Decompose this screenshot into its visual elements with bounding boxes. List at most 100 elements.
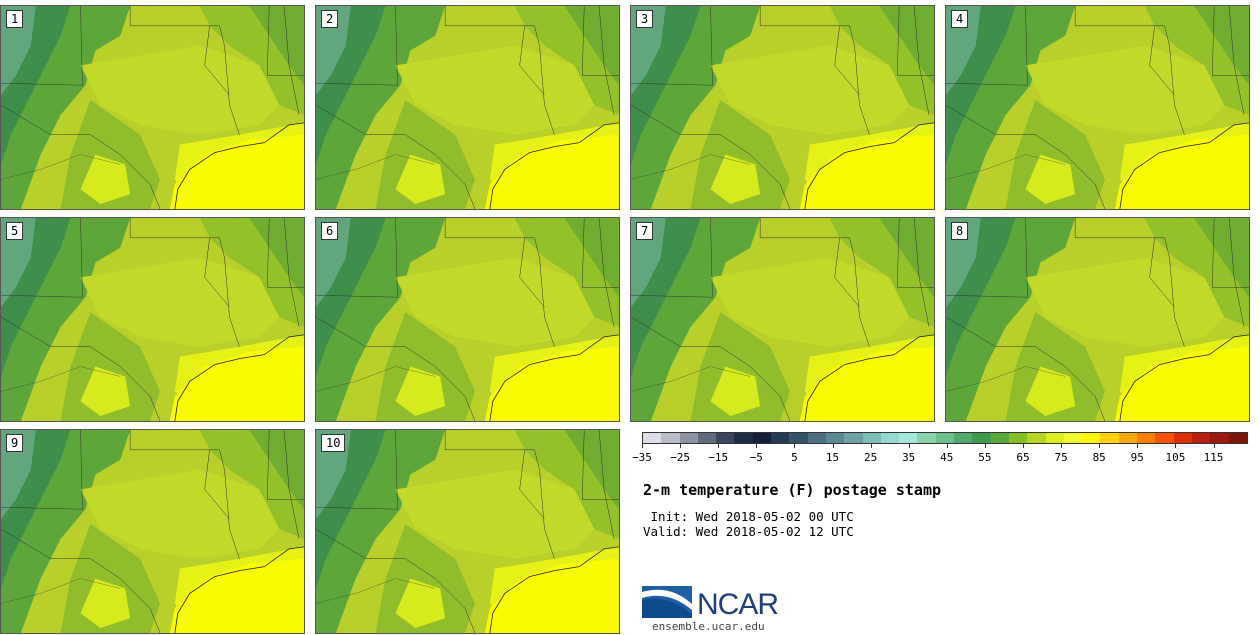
colorbar-swatch <box>1063 433 1083 443</box>
colorbar-tick <box>1137 444 1139 448</box>
logo-url: ensemble.ucar.edu <box>652 620 765 633</box>
colorbar-swatch <box>771 433 790 443</box>
colorbar-swatch <box>1228 433 1247 443</box>
colorbar-swatch <box>1118 433 1138 443</box>
colorbar-tick-label: 105 <box>1165 451 1186 464</box>
colorbar-tick <box>642 444 643 448</box>
colorbar-tick-label: 35 <box>902 451 916 464</box>
temperature-map <box>631 218 934 421</box>
colorbar-tick <box>946 444 948 448</box>
member-panel: 4 <box>945 5 1250 210</box>
colorbar-swatch <box>1082 433 1101 443</box>
colorbar-swatch <box>1027 433 1046 443</box>
colorbar-swatch <box>972 433 991 443</box>
colorbar-swatch <box>990 433 1009 443</box>
colorbar-tick <box>1213 444 1215 448</box>
colorbar-tick-label: −25 <box>670 451 691 464</box>
temperature-map <box>1 6 304 209</box>
temperature-map <box>1 430 304 633</box>
member-panel: 6 <box>315 217 620 422</box>
colorbar-swatch <box>899 433 918 443</box>
colorbar-tick <box>756 444 758 448</box>
panel-number: 6 <box>321 222 339 240</box>
init-time: Init: Wed 2018-05-02 00 UTC <box>643 509 854 524</box>
colorbar-tick <box>984 444 986 448</box>
colorbar-tick <box>794 444 796 448</box>
member-panel: 5 <box>0 217 305 422</box>
panel-number: 2 <box>321 10 339 28</box>
ncar-swoosh-icon <box>642 586 692 618</box>
colorbar-swatch <box>734 433 753 443</box>
colorbar-swatch <box>643 433 662 443</box>
temperature-map <box>316 218 619 421</box>
member-panel: 10 <box>315 429 620 634</box>
colorbar-tick <box>832 444 834 448</box>
colorbar-swatch <box>935 433 955 443</box>
colorbar-swatch <box>825 433 845 443</box>
colorbar-tick <box>1023 444 1024 448</box>
colorbar-swatch <box>1191 433 1211 443</box>
colorbar-tick-label: −35 <box>632 451 652 464</box>
panel-number: 9 <box>6 434 24 452</box>
member-panel: 2 <box>315 5 620 210</box>
panel-number: 8 <box>951 222 969 240</box>
temperature-map <box>316 430 619 633</box>
colorbar-tick-label: 115 <box>1203 451 1224 464</box>
colorbar-tick-labels: −35 −25 −15 −5 5 15 25 35 45 55 65 75 85 95 105 115 <box>632 444 1248 468</box>
temperature-colorbar <box>642 432 1248 444</box>
colorbar-swatch <box>789 433 808 443</box>
ncar-logo: NCAR ensemble.ucar.edu <box>642 578 792 634</box>
colorbar-tick-label: 95 <box>1130 451 1144 464</box>
colorbar-swatch <box>807 433 826 443</box>
colorbar-tick <box>680 444 682 448</box>
colorbar-swatch <box>1155 433 1174 443</box>
colorbar-swatch <box>716 433 735 443</box>
member-panel: 7 <box>630 217 935 422</box>
colorbar-swatch <box>1045 433 1064 443</box>
colorbar-tick-label: −15 <box>708 451 729 464</box>
temperature-map <box>631 6 934 209</box>
temperature-map <box>946 218 1249 421</box>
member-panel: 1 <box>0 5 305 210</box>
colorbar-tick-label: 25 <box>863 451 878 464</box>
colorbar-swatch <box>880 433 900 443</box>
colorbar-tick <box>908 444 910 448</box>
colorbar-swatch <box>1137 433 1156 443</box>
colorbar-tick-label: 85 <box>1092 451 1106 464</box>
member-panel: 8 <box>945 217 1250 422</box>
colorbar-tick <box>870 444 872 448</box>
colorbar-swatch <box>1173 433 1192 443</box>
colorbar-swatch <box>844 433 863 443</box>
panel-number: 5 <box>6 222 24 240</box>
panel-number: 10 <box>321 434 346 452</box>
colorbar-swatch <box>679 433 698 443</box>
colorbar-swatch <box>697 433 717 443</box>
member-panel: 3 <box>630 5 935 210</box>
colorbar-tick <box>718 444 720 448</box>
temperature-map <box>1 218 304 421</box>
colorbar-swatch <box>954 433 973 443</box>
colorbar-swatch <box>917 433 936 443</box>
colorbar-swatch <box>862 433 881 443</box>
colorbar-tick-label: −5 <box>749 451 763 464</box>
colorbar-tick-label: 5 <box>791 451 798 464</box>
colorbar-tick <box>1061 444 1063 448</box>
colorbar-swatch <box>1210 433 1229 443</box>
panel-number: 7 <box>636 222 654 240</box>
colorbar-swatch <box>1100 433 1119 443</box>
colorbar-swatch <box>752 433 772 443</box>
colorbar-tick-label: 65 <box>1016 451 1030 464</box>
colorbar-tick <box>1175 444 1177 448</box>
temperature-map <box>316 6 619 209</box>
member-panel: 9 <box>0 429 305 634</box>
colorbar-swatch <box>1008 433 1028 443</box>
colorbar-tick-label: 55 <box>978 451 992 464</box>
panel-number: 4 <box>951 10 969 28</box>
temperature-map <box>946 6 1249 209</box>
valid-time: Valid: Wed 2018-05-02 12 UTC <box>643 524 854 539</box>
colorbar-tick-label: 45 <box>940 451 954 464</box>
ncar-logo-text: NCAR <box>697 588 779 621</box>
colorbar-tick-label: 15 <box>825 451 840 464</box>
panel-number: 3 <box>636 10 654 28</box>
colorbar-tick-label: 75 <box>1054 451 1068 464</box>
